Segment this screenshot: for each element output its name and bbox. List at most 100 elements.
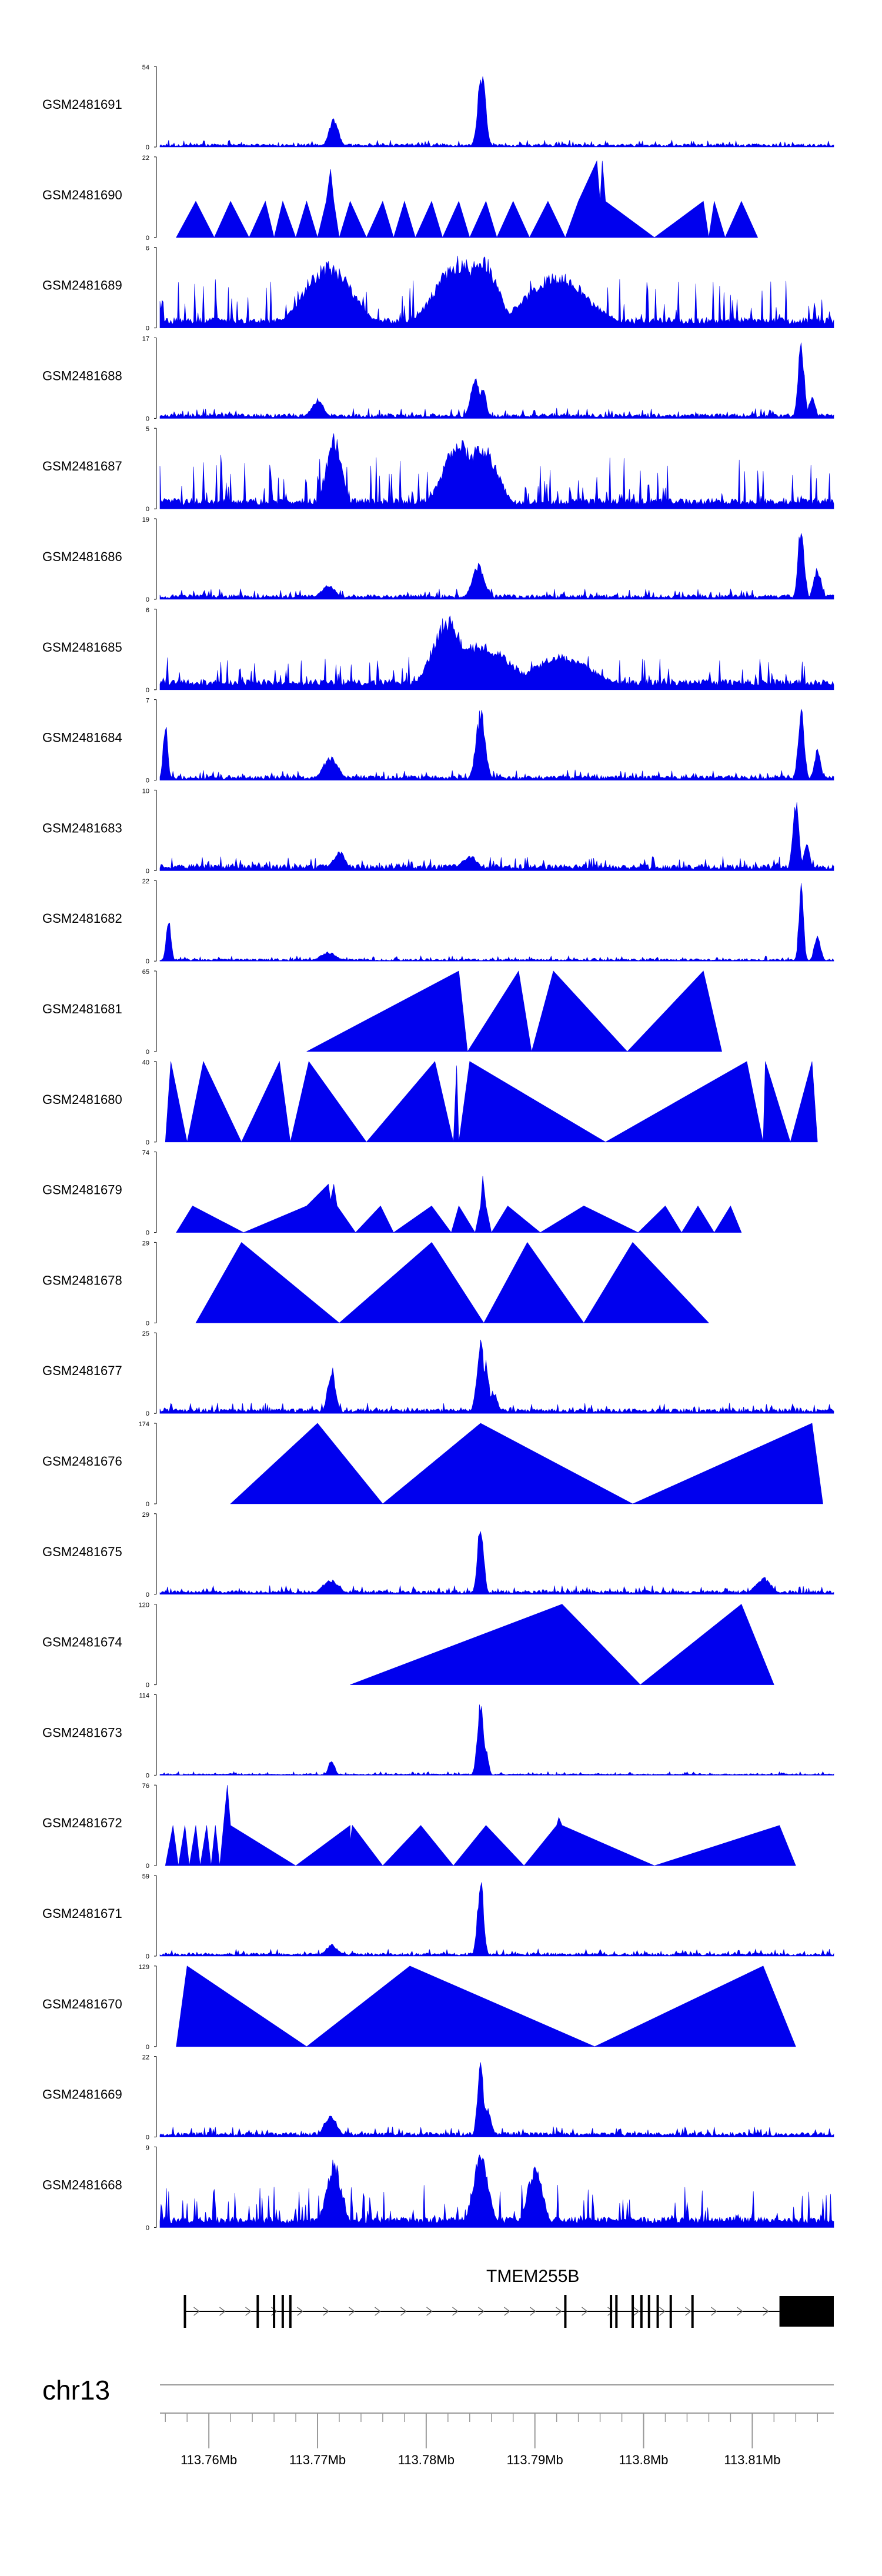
gene-name-label: TMEM255B <box>486 2267 579 2286</box>
y-max-label: 10 <box>142 788 149 795</box>
y-max-label: 174 <box>139 1421 149 1428</box>
coverage-area <box>160 616 834 690</box>
y-min-label: 0 <box>146 2224 149 2231</box>
gene-exon <box>615 2295 617 2328</box>
y-min-label: 0 <box>146 1863 149 1870</box>
y-max-label: 40 <box>142 1059 149 1066</box>
track-label: GSM2481670 <box>42 1997 122 2011</box>
y-min-label: 0 <box>146 415 149 422</box>
coverage-area <box>230 1423 823 1504</box>
coverage-area <box>160 433 834 509</box>
y-min-label: 0 <box>146 506 149 513</box>
y-max-label: 76 <box>142 1783 149 1790</box>
coverage-area <box>160 709 834 780</box>
gene-exon <box>670 2295 672 2328</box>
y-max-label: 120 <box>139 1602 149 1609</box>
axis-tick-label: 113.79Mb <box>507 2452 563 2467</box>
coverage-area <box>196 1242 709 1323</box>
track-label: GSM2481672 <box>42 1816 122 1830</box>
gene-exon <box>289 2295 292 2328</box>
track-GSM2481672: GSM2481672 76 0 <box>42 1783 796 1870</box>
track-GSM2481680: GSM2481680400 <box>42 1059 817 1146</box>
y-max-label: 65 <box>142 969 149 976</box>
coverage-area <box>165 1062 817 1142</box>
track-label: GSM2481668 <box>42 2177 122 2192</box>
y-min-label: 0 <box>146 325 149 332</box>
track-label: GSM2481676 <box>42 1454 122 1469</box>
y-min-label: 0 <box>146 2044 149 2051</box>
coverage-area <box>307 971 722 1052</box>
y-min-label: 0 <box>146 1591 149 1599</box>
coverage-area <box>176 1966 796 2047</box>
track-label: GSM2481671 <box>42 1906 122 1921</box>
track-GSM2481668: GSM2481668 9 0 <box>42 2144 834 2231</box>
y-max-label: 54 <box>142 64 149 71</box>
track-GSM2481682: GSM2481682220 <box>42 878 834 965</box>
track-GSM2481687: GSM248168750 <box>42 426 834 513</box>
coverage-area <box>176 1176 741 1233</box>
axis-tick-label: 113.77Mb <box>289 2452 346 2467</box>
gene-exon <box>282 2295 284 2328</box>
y-max-label: 19 <box>142 516 149 523</box>
track-label: GSM2481678 <box>42 1273 122 1287</box>
y-max-label: 29 <box>142 1511 149 1519</box>
track-GSM2481669: GSM2481669220 <box>42 2054 834 2141</box>
y-max-label: 74 <box>142 1150 149 1157</box>
track-label: GSM2481689 <box>42 278 122 293</box>
track-GSM2481673: GSM2481673 114 0 <box>42 1692 834 1779</box>
gene-exon <box>648 2295 650 2328</box>
coverage-area <box>160 343 834 419</box>
axis-tick-label: 113.78Mb <box>398 2452 455 2467</box>
track-label: GSM2481677 <box>42 1363 122 1378</box>
genome-axis: chr13113.76Mb 113.77Mb 113.78Mb 113.79Mb 113… <box>42 2375 834 2467</box>
coverage-area <box>160 1883 834 1957</box>
y-max-label: 114 <box>139 1692 149 1699</box>
coverage-area <box>160 533 834 599</box>
gene-exon <box>256 2295 259 2328</box>
track-GSM2481685: GSM248168560 <box>42 607 834 694</box>
track-label: GSM2481683 <box>42 820 122 835</box>
track-label: GSM2481686 <box>42 549 122 564</box>
y-min-label: 0 <box>146 1772 149 1779</box>
y-max-label: 129 <box>139 1964 149 1971</box>
coverage-area <box>160 1704 834 1775</box>
y-min-label: 0 <box>146 596 149 603</box>
y-max-label: 25 <box>142 1330 149 1337</box>
track-GSM2481675: GSM2481675 29 0 <box>42 1511 834 1599</box>
track-GSM2481689: GSM2481689 6 0 <box>42 245 834 332</box>
coverage-area <box>350 1604 774 1685</box>
track-GSM2481679: GSM2481679 74 0 <box>42 1150 741 1237</box>
y-min-label: 0 <box>146 958 149 965</box>
axis-tick-label: 113.81Mb <box>724 2452 780 2467</box>
track-label: GSM2481685 <box>42 640 122 655</box>
track-GSM2481676: GSM2481676 174 0 <box>42 1421 823 1508</box>
track-label: GSM2481673 <box>42 1725 122 1740</box>
track-label: GSM2481675 <box>42 1544 122 1559</box>
gene-exon <box>184 2295 186 2328</box>
y-min-label: 0 <box>146 2134 149 2141</box>
y-min-label: 0 <box>146 1953 149 1960</box>
track-GSM2481688: GSM2481688170 <box>42 335 834 422</box>
coverage-area <box>176 161 758 238</box>
y-min-label: 0 <box>146 144 149 151</box>
axis-tick-label: 113.8Mb <box>619 2452 669 2467</box>
coverage-area <box>160 2063 834 2137</box>
coverage-area <box>160 76 834 147</box>
chromosome-label: chr13 <box>42 2375 110 2405</box>
track-label: GSM2481688 <box>42 368 122 383</box>
gene-exon <box>273 2295 275 2328</box>
coverage-area <box>165 1785 796 1866</box>
gene-exon <box>657 2295 659 2328</box>
y-min-label: 0 <box>146 1501 149 1508</box>
y-min-label: 0 <box>146 235 149 242</box>
y-max-label: 7 <box>146 698 149 705</box>
y-min-label: 0 <box>146 778 149 785</box>
coverage-area <box>160 2155 834 2227</box>
track-GSM2481677: GSM2481677 25 0 <box>42 1330 834 1417</box>
track-label: GSM2481687 <box>42 459 122 473</box>
y-max-label: 22 <box>142 155 149 162</box>
coverage-area <box>160 883 834 961</box>
coverage-area <box>160 1531 834 1594</box>
y-max-label: 9 <box>146 2144 149 2151</box>
coverage-area <box>160 802 834 870</box>
